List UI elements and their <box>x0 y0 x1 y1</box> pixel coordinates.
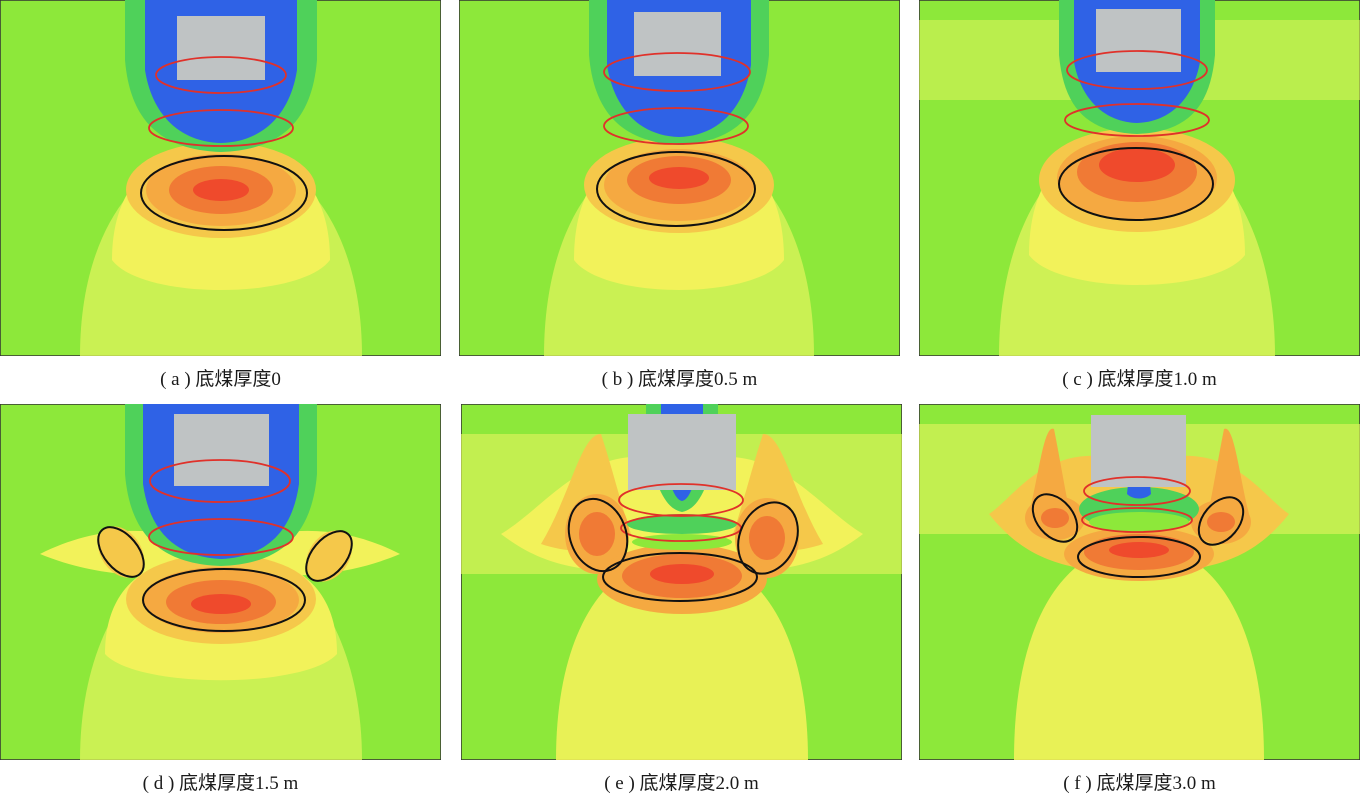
black-outline-ellipse <box>1031 493 1079 543</box>
panel-f: ( f ) 底煤厚度3.0 m <box>919 404 1360 800</box>
red-outline-ellipse <box>1064 103 1210 137</box>
black-outline-ellipse <box>596 151 756 227</box>
black-outline-ellipse <box>1077 536 1201 578</box>
black-outline-ellipse <box>140 155 308 231</box>
caption-d: ( d ) 底煤厚度1.5 m <box>142 773 299 794</box>
caption-f: ( f ) 底煤厚度3.0 m <box>1063 773 1216 794</box>
red-outline-ellipse <box>149 459 291 503</box>
black-outline-ellipse <box>1058 147 1214 221</box>
contour-plot-a <box>0 0 441 356</box>
red-outline-ellipse <box>603 52 751 92</box>
panel-d: ( d ) 底煤厚度1.5 m <box>0 404 441 800</box>
black-outline-ellipse <box>305 530 353 582</box>
panel-c: ( c ) 底煤厚度1.0 m <box>919 0 1360 395</box>
panel-a: ( a ) 底煤厚度0 <box>0 0 441 395</box>
contour-plot-b <box>459 0 900 356</box>
caption-a: ( a ) 底煤厚度0 <box>160 369 281 390</box>
black-outline-ellipse <box>97 526 145 578</box>
panel-b: ( b ) 底煤厚度0.5 m <box>459 0 900 395</box>
red-outline-ellipse <box>603 107 749 145</box>
black-outline-ellipse <box>602 552 758 602</box>
red-outline-ellipse <box>618 483 744 517</box>
red-outline-ellipse <box>148 518 294 556</box>
red-outline-ellipse <box>148 109 294 147</box>
contour-plot-c <box>919 0 1360 356</box>
black-outline-ellipse <box>737 501 799 575</box>
contour-plot-d <box>0 404 441 760</box>
black-outline-ellipse <box>142 568 306 632</box>
caption-e: ( e ) 底煤厚度2.0 m <box>604 773 759 794</box>
red-outline-ellipse <box>155 56 287 94</box>
caption-c: ( c ) 底煤厚度1.0 m <box>1062 369 1217 390</box>
panel-e: ( e ) 底煤厚度2.0 m <box>461 404 902 800</box>
red-outline-ellipse <box>1083 476 1191 506</box>
black-outline-ellipse <box>567 497 629 573</box>
black-outline-ellipse <box>1197 496 1245 546</box>
red-outline-ellipse <box>1081 507 1193 533</box>
contour-plot-e <box>461 404 902 760</box>
contour-plot-f <box>919 404 1360 760</box>
red-outline-ellipse <box>1066 50 1208 90</box>
caption-b: ( b ) 底煤厚度0.5 m <box>601 369 758 390</box>
